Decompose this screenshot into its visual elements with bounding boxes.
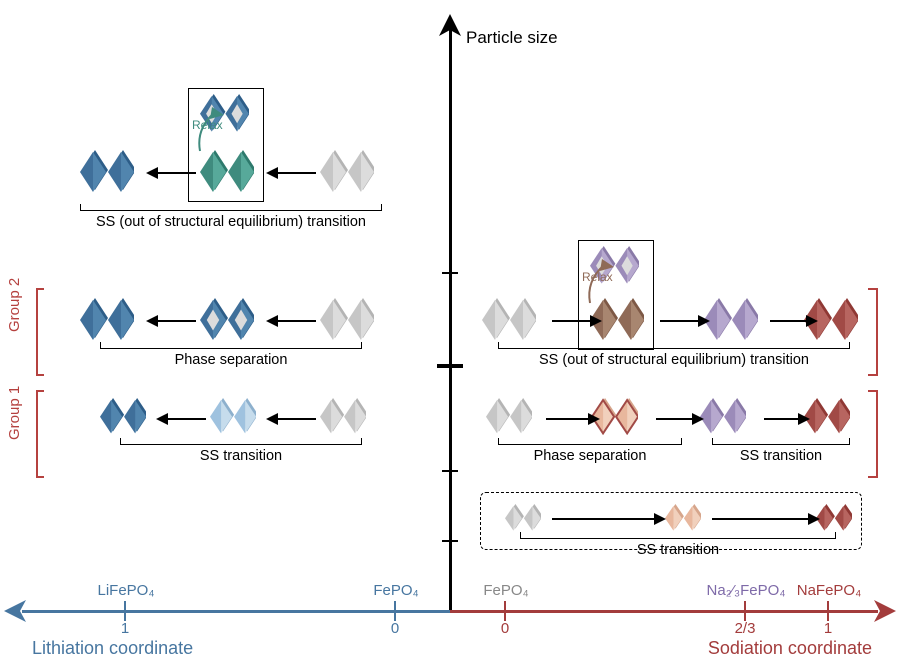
particle-pair (80, 150, 134, 194)
particle-pair (320, 298, 374, 342)
particle-pair (704, 298, 758, 342)
particle-pair (804, 398, 850, 435)
transition-label: SS transition (120, 448, 362, 464)
y-axis-label: Particle size (466, 28, 558, 48)
particle-pair (210, 398, 256, 435)
particle-pair (700, 398, 746, 435)
transition-label: Phase separation (100, 352, 362, 368)
particle-pair (200, 298, 254, 342)
group-label: Group 2 (6, 278, 23, 332)
group-label: Group 1 (6, 386, 23, 440)
particle-pair (80, 298, 134, 342)
particle-pair (486, 398, 532, 435)
particle-pair (320, 398, 366, 435)
particle-pair (100, 398, 146, 435)
particle-pair (320, 150, 374, 194)
particle-pair (482, 298, 536, 342)
transition-label: SS (out of structural equilibrium) trans… (80, 214, 382, 230)
transition-label: SS (out of structural equilibrium) trans… (498, 352, 850, 368)
